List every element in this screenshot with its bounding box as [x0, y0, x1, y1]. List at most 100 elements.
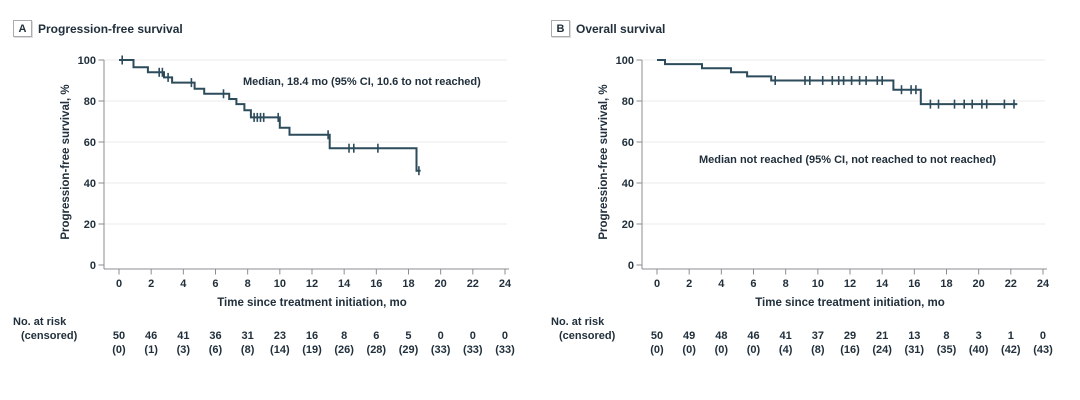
- svg-text:0: 0: [90, 260, 96, 272]
- risk-count: 6: [373, 330, 380, 342]
- svg-text:4: 4: [718, 278, 725, 290]
- svg-text:2: 2: [148, 278, 154, 290]
- risk-count: 41: [177, 330, 190, 342]
- censored-count: (28): [366, 344, 387, 356]
- censored-count-row: (0) (0) (0) (0) (4) (8) (16) (24) (31) (35) (40) (4…: [538, 344, 1078, 357]
- svg-text:0: 0: [654, 278, 660, 290]
- censored-count: (16): [840, 344, 860, 356]
- risk-count: 0: [1039, 330, 1047, 342]
- svg-text:2: 2: [686, 278, 692, 290]
- svg-text:16: 16: [908, 278, 920, 290]
- censored-count: (19): [302, 344, 322, 356]
- y-axis-label: Progression-free survival, %: [598, 84, 610, 240]
- svg-text:10: 10: [812, 278, 824, 290]
- x-axis-label: Time since treatment initiation, mo: [217, 297, 407, 309]
- risk-count: 31: [241, 330, 254, 342]
- median-annotation: Median, 18.4 mo (95% CI, 10.6 to not rea…: [243, 76, 481, 88]
- svg-text:8: 8: [783, 278, 789, 290]
- risk-count: 50: [650, 330, 664, 342]
- censored-count: (4): [778, 344, 793, 356]
- censored-table-label: (censored): [559, 330, 616, 342]
- svg-text:0: 0: [628, 260, 634, 272]
- censored-count: (6): [208, 344, 223, 356]
- svg-text:12: 12: [306, 278, 318, 290]
- censored-count: (43): [1033, 344, 1053, 356]
- svg-text:14: 14: [338, 278, 351, 290]
- svg-text:16: 16: [370, 278, 382, 290]
- censored-count: (40): [968, 344, 989, 356]
- risk-count: 13: [908, 330, 921, 342]
- risk-count: 41: [779, 330, 792, 342]
- km-panel-progression-free-survival: 0 20 40 60 80 100 0 2 4 6 8 10 12 14 16 18 20 22 24 A Prog…: [0, 20, 540, 357]
- svg-text:100: 100: [78, 55, 96, 67]
- censored-count: (29): [398, 344, 419, 356]
- censored-count: (42): [1001, 344, 1021, 356]
- risk-count-row: 50 46 41 36 31 23 16 8 6 5 0 0 0: [0, 330, 540, 343]
- censored-count: (1): [144, 344, 158, 356]
- censored-count: (0): [112, 344, 126, 356]
- svg-text:20: 20: [973, 278, 985, 290]
- risk-count: 5: [405, 330, 412, 342]
- censored-count: (0): [682, 344, 696, 356]
- svg-text:18: 18: [940, 278, 952, 290]
- svg-text:40: 40: [622, 178, 634, 190]
- risk-count: 23: [273, 330, 286, 342]
- svg-text:80: 80: [622, 96, 634, 108]
- svg-text:4: 4: [180, 278, 187, 290]
- risk-count: 1: [1007, 330, 1014, 342]
- svg-text:18: 18: [402, 278, 414, 290]
- censored-count: (26): [334, 344, 354, 356]
- risk-count: 0: [501, 330, 509, 342]
- panel-badge: B: [551, 20, 570, 37]
- risk-table-label: No. at risk: [551, 316, 605, 328]
- svg-text:24: 24: [499, 278, 512, 290]
- risk-table-label: No. at risk: [13, 316, 67, 328]
- svg-text:20: 20: [435, 278, 447, 290]
- censored-count-row: (0) (1) (3) (6) (8) (14) (19) (26) (28) (29) (33) (…: [0, 344, 540, 357]
- censored-count: (14): [270, 344, 290, 356]
- svg-text:6: 6: [212, 278, 218, 290]
- svg-text:80: 80: [84, 96, 96, 108]
- risk-count: 29: [843, 330, 857, 342]
- risk-count: 8: [341, 330, 348, 342]
- svg-text:22: 22: [467, 278, 479, 290]
- censored-count: (3): [176, 344, 191, 356]
- risk-count: 49: [683, 330, 696, 342]
- risk-count: 46: [747, 330, 760, 342]
- risk-count: 16: [305, 330, 319, 342]
- risk-count: 50: [112, 330, 126, 342]
- censored-count: (0): [714, 344, 729, 356]
- censored-count: (24): [872, 344, 892, 356]
- censored-count: (35): [936, 344, 957, 356]
- svg-text:12: 12: [844, 278, 856, 290]
- censored-count: (31): [904, 344, 925, 356]
- censored-count: (33): [463, 344, 483, 356]
- censored-count: (8): [811, 344, 825, 356]
- svg-text:24: 24: [1037, 278, 1050, 290]
- risk-count: 37: [811, 330, 824, 342]
- risk-count: 3: [975, 330, 982, 342]
- censored-count: (0): [746, 344, 761, 356]
- risk-count-row: 50 49 48 46 41 37 29 21 13 8 3 1 0: [538, 330, 1078, 343]
- svg-text:0: 0: [116, 278, 122, 290]
- censored-count: (0): [650, 344, 664, 356]
- risk-count: 21: [876, 330, 889, 342]
- panel-badge: A: [13, 20, 32, 37]
- censored-table-label: (censored): [21, 330, 78, 342]
- svg-text:60: 60: [622, 137, 634, 149]
- svg-text:40: 40: [84, 178, 96, 190]
- svg-text:22: 22: [1005, 278, 1017, 290]
- x-axis-label: Time since treatment initiation, mo: [755, 297, 945, 309]
- svg-text:100: 100: [616, 55, 634, 67]
- svg-text:14: 14: [876, 278, 889, 290]
- risk-count: 8: [943, 330, 950, 342]
- risk-count: 0: [437, 330, 444, 342]
- median-annotation: Median not reached (95% CI, not reached …: [699, 154, 997, 166]
- svg-text:20: 20: [84, 219, 96, 231]
- panel-title: Overall survival: [576, 22, 666, 36]
- censored-count: (33): [495, 344, 515, 356]
- risk-count: 46: [145, 330, 158, 342]
